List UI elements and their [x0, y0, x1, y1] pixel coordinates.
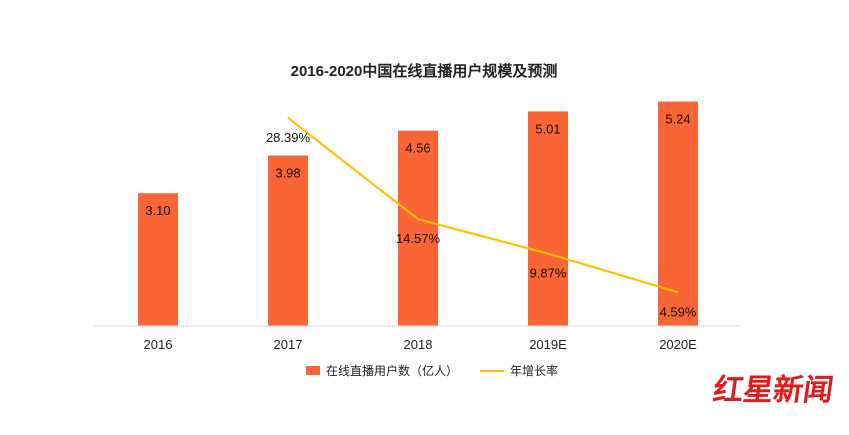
legend-bar-label: 在线直播用户数（亿人）: [326, 363, 458, 378]
bar-2018: [398, 131, 438, 326]
watermark-text: 红星新闻: [711, 373, 836, 408]
bars-layer: [138, 102, 698, 326]
bar-label-2018: 4.56: [405, 141, 430, 156]
bar-2017: [268, 156, 308, 326]
bar-label-2020E: 5.24: [665, 112, 690, 127]
ticks-layer: 2016 2017 2018 2019E 2020E: [144, 337, 698, 352]
chart-title: 2016-2020中国在线直播用户规模及预测: [291, 62, 558, 80]
growth-label-2020E: 4.59%: [660, 304, 697, 319]
legend-line-label: 年增长率: [510, 363, 558, 378]
x-tick-2018: 2018: [404, 337, 433, 352]
growth-label-2017: 28.39%: [266, 130, 311, 145]
bar-label-2016: 3.10: [145, 203, 170, 218]
x-tick-2020E: 2020E: [659, 337, 697, 352]
legend: 在线直播用户数（亿人） 年增长率: [306, 363, 558, 378]
watermark-logo: 红星新闻: [711, 373, 836, 408]
x-tick-2017: 2017: [274, 337, 303, 352]
x-tick-2019E: 2019E: [529, 337, 567, 352]
growth-label-2018: 14.57%: [396, 231, 441, 246]
bar-label-2017: 3.98: [275, 166, 300, 181]
bar-label-2019E: 5.01: [535, 121, 560, 136]
bar-2019E: [528, 111, 568, 326]
x-tick-2016: 2016: [144, 337, 173, 352]
growth-rate-line: [288, 118, 678, 293]
legend-bar-swatch: [306, 366, 320, 375]
growth-label-2019E: 9.87%: [530, 266, 567, 281]
line-layer: [288, 118, 678, 293]
